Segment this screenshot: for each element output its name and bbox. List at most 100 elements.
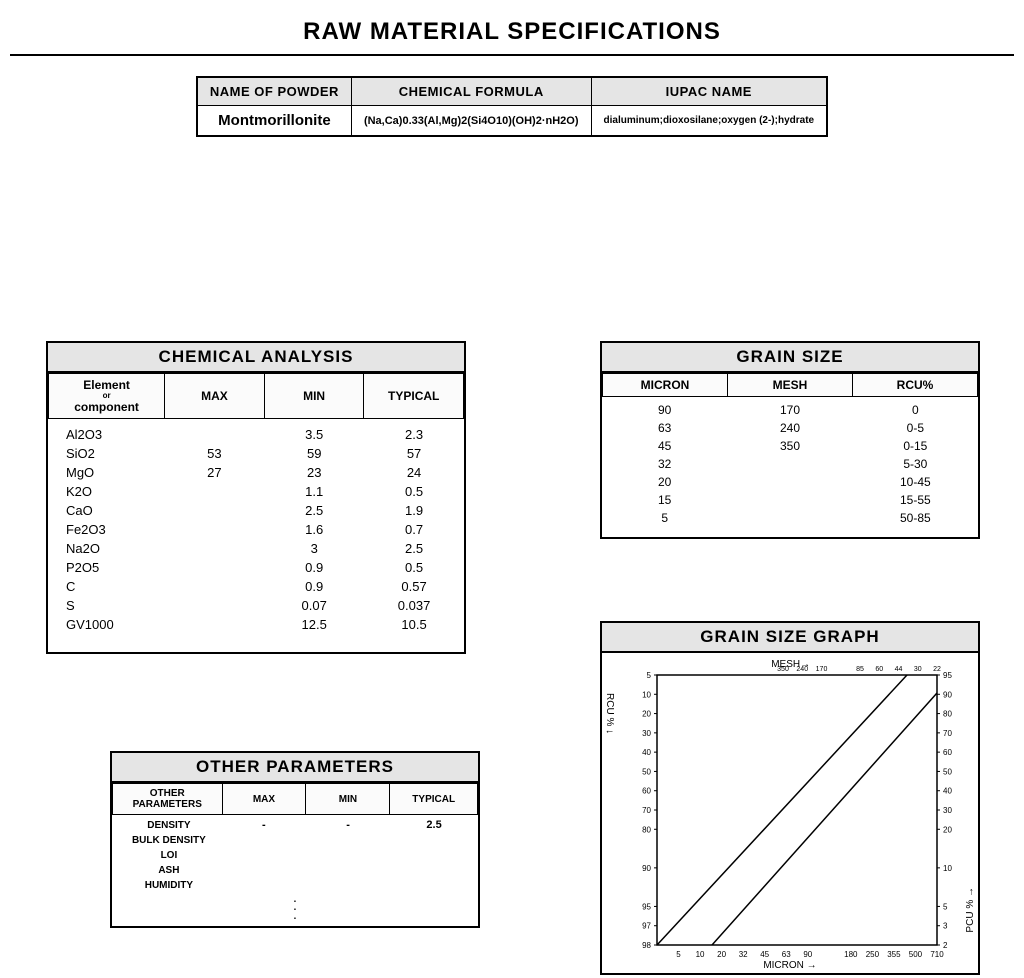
hdr-col-iupac: IUPAC NAME (591, 77, 827, 106)
grain-col-micron: MICRON (603, 374, 728, 397)
svg-text:30: 30 (642, 729, 651, 738)
powder-name: Montmorillonite (197, 106, 352, 137)
svg-text:63: 63 (782, 950, 791, 959)
svg-text:30: 30 (943, 806, 952, 815)
iupac-name: dialuminum;dioxosilane;oxygen (2-);hydra… (591, 106, 827, 137)
table-row: S0.070.037 (48, 596, 464, 615)
table-row: C0.90.57 (48, 577, 464, 596)
svg-text:60: 60 (875, 666, 883, 673)
svg-text:180: 180 (844, 950, 858, 959)
svg-text:97: 97 (642, 922, 651, 931)
hdr-col-name: NAME OF POWDER (197, 77, 352, 106)
svg-text:44: 44 (895, 666, 903, 673)
chem-col-max: MAX (165, 374, 265, 419)
graph-area: RCU % ↓ PCU % → MICRON → MESH→ 5 10 20 30 40… (602, 653, 978, 973)
svg-text:20: 20 (717, 950, 726, 959)
svg-text:22: 22 (933, 666, 941, 673)
svg-text:70: 70 (642, 806, 651, 815)
ellipsis-icon: ... (112, 893, 478, 918)
axis-label-mesh: MESH→ (771, 659, 810, 670)
table-row: MgO272324 (48, 463, 464, 482)
graph-svg: 5 10 20 30 40 50 60 70 80 90 95 97 98 95 90 80 70 60 50 40 3… (602, 653, 982, 973)
svg-text:40: 40 (943, 787, 952, 796)
svg-text:90: 90 (642, 864, 651, 873)
svg-text:10: 10 (696, 950, 705, 959)
chem-col-element: Element or component (49, 374, 165, 419)
chem-col-min: MIN (264, 374, 364, 419)
svg-text:710: 710 (930, 950, 944, 959)
svg-text:10: 10 (943, 864, 952, 873)
table-row: DENSITY--2.5 (112, 817, 478, 833)
axis-label-pcu: PCU % → (965, 887, 976, 933)
svg-text:2: 2 (943, 941, 948, 950)
chemical-analysis-panel: CHEMICAL ANALYSIS Element or component M… (46, 341, 466, 654)
table-row: ASH (112, 863, 478, 878)
svg-text:80: 80 (943, 710, 952, 719)
table-row: P2O50.90.5 (48, 558, 464, 577)
svg-text:250: 250 (866, 950, 880, 959)
svg-text:30: 30 (914, 666, 922, 673)
axis-label-rcu: RCU % ↓ (604, 693, 615, 734)
grain-col-rcu: RCU% (853, 374, 978, 397)
grain-col-mesh: MESH (728, 374, 853, 397)
header-table: NAME OF POWDER CHEMICAL FORMULA IUPAC NA… (196, 76, 828, 137)
table-row: SiO2535957 (48, 444, 464, 463)
svg-text:98: 98 (642, 941, 651, 950)
svg-text:90: 90 (943, 690, 952, 699)
svg-text:500: 500 (909, 950, 923, 959)
svg-text:20: 20 (943, 825, 952, 834)
svg-text:50: 50 (943, 767, 952, 776)
graph-title: GRAIN SIZE GRAPH (602, 623, 978, 653)
table-row: K2O1.10.5 (48, 482, 464, 501)
table-row: 453500-15 (602, 437, 978, 455)
table-row: 901700 (602, 401, 978, 419)
svg-text:10: 10 (642, 690, 651, 699)
svg-text:60: 60 (943, 748, 952, 757)
table-row: GV100012.510.5 (48, 615, 464, 634)
grain-size-graph-panel: GRAIN SIZE GRAPH RCU % ↓ PCU % → MICRON … (600, 621, 980, 975)
axis-label-micron: MICRON → (763, 960, 816, 971)
table-row: 325-30 (602, 455, 978, 473)
svg-text:50: 50 (642, 767, 651, 776)
table-row: 2010-45 (602, 473, 978, 491)
table-row: BULK DENSITY (112, 833, 478, 848)
svg-text:95: 95 (642, 902, 651, 911)
svg-text:40: 40 (642, 748, 651, 757)
other-title: OTHER PARAMETERS (112, 753, 478, 783)
svg-text:45: 45 (760, 950, 769, 959)
other-col-min: MIN (306, 784, 390, 815)
table-row: LOI (112, 848, 478, 863)
svg-text:5: 5 (943, 902, 948, 911)
svg-text:95: 95 (943, 671, 952, 680)
svg-text:170: 170 (816, 666, 828, 673)
table-row: 1515-55 (602, 491, 978, 509)
other-col-param: OTHER PARAMETERS (113, 784, 223, 815)
grain-size-panel: GRAIN SIZE MICRON MESH RCU% 901700632400… (600, 341, 980, 539)
chem-col-typ: TYPICAL (364, 374, 464, 419)
page-title: RAW MATERIAL SPECIFICATIONS (10, 0, 1014, 56)
svg-text:355: 355 (887, 950, 901, 959)
svg-text:5: 5 (647, 671, 652, 680)
table-row: 550-85 (602, 509, 978, 527)
svg-text:90: 90 (803, 950, 812, 959)
hdr-col-formula: CHEMICAL FORMULA (351, 77, 591, 106)
table-row: Na2O32.5 (48, 539, 464, 558)
chemical-title: CHEMICAL ANALYSIS (48, 343, 464, 373)
other-parameters-panel: OTHER PARAMETERS OTHER PARAMETERS MAX MI… (110, 751, 480, 928)
table-row: Al2O33.52.3 (48, 425, 464, 444)
other-col-typ: TYPICAL (390, 784, 478, 815)
svg-text:32: 32 (739, 950, 748, 959)
grain-title: GRAIN SIZE (602, 343, 978, 373)
svg-text:5: 5 (676, 950, 681, 959)
table-row: 632400-5 (602, 419, 978, 437)
svg-text:85: 85 (856, 666, 864, 673)
svg-text:3: 3 (943, 922, 948, 931)
svg-text:80: 80 (642, 825, 651, 834)
svg-text:20: 20 (642, 710, 651, 719)
svg-text:60: 60 (642, 787, 651, 796)
table-row: CaO2.51.9 (48, 501, 464, 520)
other-col-max: MAX (222, 784, 306, 815)
table-row: Fe2O31.60.7 (48, 520, 464, 539)
chemical-formula: (Na,Ca)0.33(Al,Mg)2(Si4O10)(OH)2·nH2O) (351, 106, 591, 137)
svg-text:70: 70 (943, 729, 952, 738)
